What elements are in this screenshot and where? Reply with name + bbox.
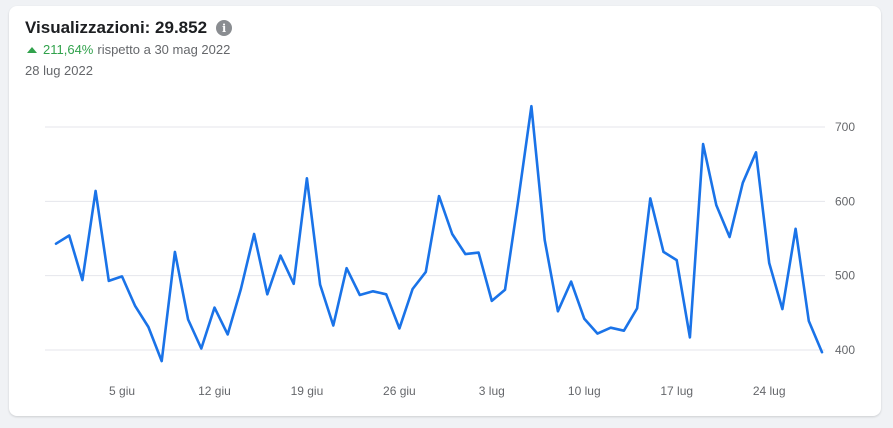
x-tick-label: 17 lug xyxy=(660,384,693,398)
data-point[interactable] xyxy=(184,316,192,324)
data-point[interactable] xyxy=(197,345,205,353)
data-point[interactable] xyxy=(395,324,403,332)
data-point[interactable] xyxy=(409,285,417,293)
data-point[interactable] xyxy=(778,305,786,313)
data-point[interactable] xyxy=(52,240,60,248)
data-point[interactable] xyxy=(65,232,73,240)
y-tick-label: 600 xyxy=(835,194,855,208)
data-point[interactable] xyxy=(580,315,588,323)
data-point[interactable] xyxy=(250,230,258,238)
change-row: 211,64% rispetto a 30 mag 2022 xyxy=(27,42,230,57)
x-tick-label: 24 lug xyxy=(753,384,786,398)
data-point[interactable] xyxy=(263,290,271,298)
series-line xyxy=(54,104,824,363)
data-point[interactable] xyxy=(92,187,100,195)
data-point[interactable] xyxy=(224,330,232,338)
data-point[interactable] xyxy=(818,348,826,356)
data-point[interactable] xyxy=(752,148,760,156)
change-percent: 211,64% xyxy=(43,42,94,57)
y-tick-label: 500 xyxy=(835,269,855,283)
info-icon[interactable]: i xyxy=(216,20,233,36)
data-point[interactable] xyxy=(131,302,139,310)
data-point[interactable] xyxy=(369,287,377,295)
data-point[interactable] xyxy=(329,321,337,329)
x-tick-label: 12 giu xyxy=(198,384,231,398)
data-point[interactable] xyxy=(646,194,654,202)
x-tick-label: 10 lug xyxy=(568,384,601,398)
change-comparison: rispetto a 30 mag 2022 xyxy=(97,42,231,57)
data-point[interactable] xyxy=(461,250,469,258)
data-point[interactable] xyxy=(290,280,298,288)
x-tick-label: 3 lug xyxy=(479,384,505,398)
data-point[interactable] xyxy=(382,290,390,298)
data-point[interactable] xyxy=(514,197,522,205)
data-point[interactable] xyxy=(171,248,179,256)
title-row: Visualizzazioni: 29.852 i xyxy=(25,18,233,38)
data-point[interactable] xyxy=(792,225,800,233)
views-card: Visualizzazioni: 29.852 i 211,64% rispet… xyxy=(9,6,881,416)
data-point[interactable] xyxy=(488,297,496,305)
data-point[interactable] xyxy=(144,323,152,331)
card-title: Visualizzazioni: 29.852 xyxy=(25,18,208,37)
data-point[interactable] xyxy=(210,304,218,312)
data-point[interactable] xyxy=(435,192,443,200)
data-point[interactable] xyxy=(699,140,707,148)
data-point[interactable] xyxy=(660,248,668,256)
data-point[interactable] xyxy=(105,277,113,285)
data-point[interactable] xyxy=(593,330,601,338)
data-point[interactable] xyxy=(765,259,773,267)
x-tick-label: 19 giu xyxy=(291,384,324,398)
data-point[interactable] xyxy=(118,272,126,280)
x-tick-label: 5 giu xyxy=(109,384,135,398)
data-point[interactable] xyxy=(673,256,681,264)
data-point[interactable] xyxy=(633,304,641,312)
data-point[interactable] xyxy=(541,236,549,244)
data-point[interactable] xyxy=(805,317,813,325)
data-point[interactable] xyxy=(237,285,245,293)
data-point[interactable] xyxy=(422,268,430,276)
data-point[interactable] xyxy=(567,278,575,286)
data-point[interactable] xyxy=(620,327,628,335)
data-point[interactable] xyxy=(78,276,86,284)
up-arrow-icon xyxy=(27,46,37,53)
data-point[interactable] xyxy=(607,324,615,332)
y-tick-label: 700 xyxy=(835,120,855,134)
data-point[interactable] xyxy=(356,291,364,299)
data-point[interactable] xyxy=(475,249,483,257)
line-chart: 400 500 600 700 5 giu 12 giu 19 giu 26 giu 3 lug… xyxy=(45,102,855,398)
data-point[interactable] xyxy=(343,264,351,272)
data-point[interactable] xyxy=(686,333,694,341)
data-point[interactable] xyxy=(158,357,166,365)
date-label: 28 lug 2022 xyxy=(25,63,93,78)
data-point[interactable] xyxy=(726,233,734,241)
data-point[interactable] xyxy=(712,201,720,209)
data-point[interactable] xyxy=(501,286,509,294)
data-point[interactable] xyxy=(303,174,311,182)
data-point[interactable] xyxy=(277,252,285,260)
x-tick-label: 26 giu xyxy=(383,384,416,398)
data-point[interactable] xyxy=(554,307,562,315)
data-point[interactable] xyxy=(527,102,535,110)
data-point[interactable] xyxy=(739,179,747,187)
y-tick-label: 400 xyxy=(835,343,855,357)
data-point[interactable] xyxy=(448,230,456,238)
data-point[interactable] xyxy=(316,281,324,289)
